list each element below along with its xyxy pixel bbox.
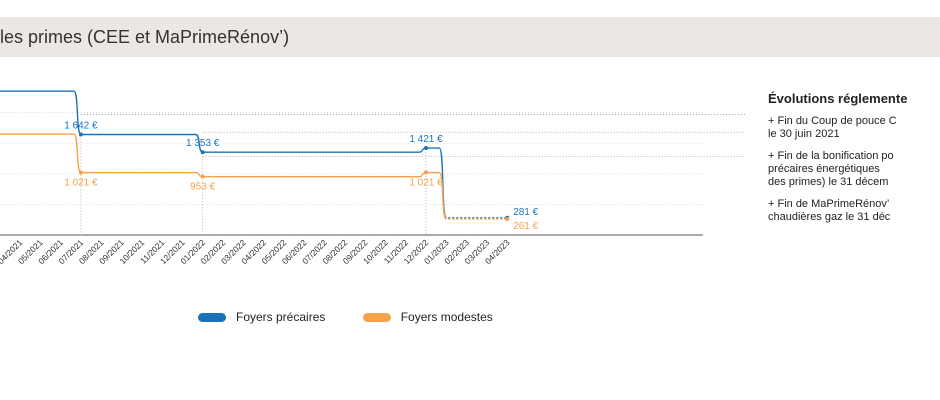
data-point (424, 146, 428, 151)
series-lines (0, 90, 510, 222)
data-label: 1 021 € (64, 178, 98, 189)
note-line: + Fin du Coup de pouce C (768, 115, 897, 127)
note-line: chaudières gaz le 31 déc (768, 211, 891, 223)
data-point (78, 170, 83, 175)
data-labels: 1 642 € 1 353 € 1 421 € 281 € 1 021 € 953 € 1 … (64, 121, 538, 233)
regulatory-notes: Évolutions réglemente + Fin du Coup de p… (768, 91, 940, 233)
data-point (424, 170, 428, 175)
legend-label: Foyers modestes (400, 310, 493, 324)
note-item-0: + Fin du Coup de pouce C le 30 juin 2021 (768, 115, 940, 141)
legend-swatch (198, 312, 226, 322)
series-line-0 (0, 90, 508, 219)
legend-swatch (362, 312, 391, 322)
note-line: précaires énergétiques (768, 163, 880, 175)
chart-legend: Foyers précaires Foyers modestes (198, 310, 527, 325)
data-point (200, 174, 205, 179)
grid (0, 112, 703, 236)
data-point (78, 132, 83, 137)
note-line: des primes) le 31 décem (768, 176, 889, 188)
data-label: 1 021 € (409, 178, 443, 189)
data-label: 953 € (190, 182, 215, 193)
legend-item-modestes[interactable]: Foyers modestes (362, 310, 493, 324)
data-label: 1 642 € (64, 121, 98, 132)
data-label: 261 € (513, 221, 538, 232)
series-line-1 (0, 133, 508, 220)
data-label: 281 € (513, 207, 538, 218)
reference-lines (80, 114, 745, 235)
legend-label: Foyers précaires (236, 310, 326, 324)
note-line: + Fin de MaPrimeRénov’ (768, 198, 890, 210)
data-label: 1 353 € (186, 138, 220, 149)
chart-header-title: les primes (CEE et MaPrimeRénov’) (0, 27, 290, 47)
note-item-1: + Fin de la bonification po précaires én… (768, 150, 940, 189)
chart-header: les primes (CEE et MaPrimeRénov’) (0, 17, 940, 57)
x-axis-ticks: 04/202105/202106/202107/202108/202109/20… (0, 237, 512, 266)
data-label: 1 421 € (409, 134, 443, 145)
data-point (505, 217, 510, 222)
note-item-2: + Fin de MaPrimeRénov’ chaudières gaz le… (768, 198, 940, 224)
note-line: + Fin de la bonification po (768, 150, 894, 162)
note-line: le 30 juin 2021 (768, 128, 840, 140)
notes-title: Évolutions réglemente (768, 91, 908, 106)
legend-item-precaires[interactable]: Foyers précaires (198, 310, 325, 324)
data-point (200, 150, 205, 155)
